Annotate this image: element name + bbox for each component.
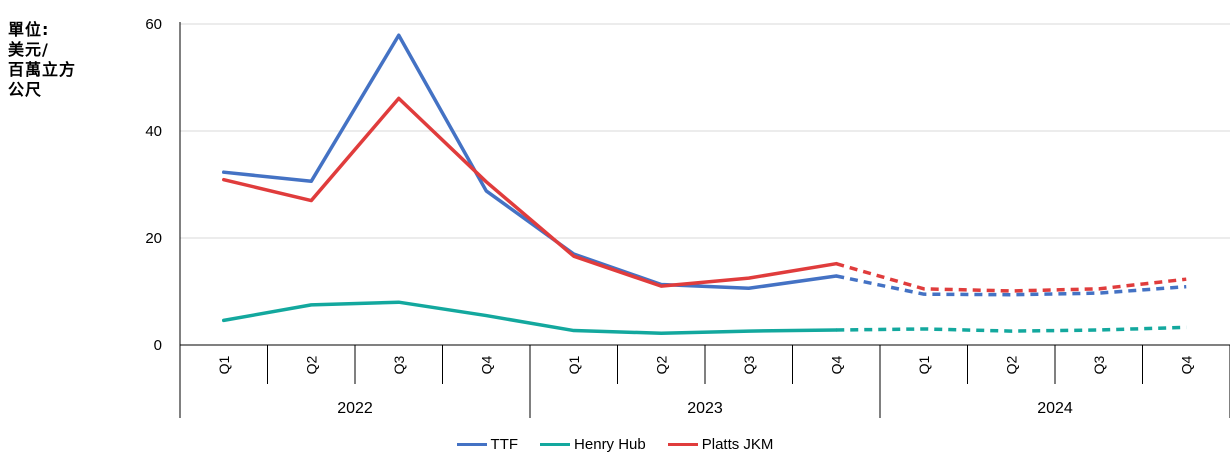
- legend-item: Henry Hub: [540, 436, 646, 453]
- x-tick-label: Q3: [391, 355, 407, 374]
- line-chart: 0 20 40 60 Q1 Q2 Q3 Q4 Q1 Q2 Q3 Q4 Q1 Q2 Q3 Q4 2022 2023 2…: [145, 16, 1230, 418]
- legend-swatch: [540, 443, 571, 446]
- year-label: 2024: [1037, 400, 1073, 417]
- series-forecast-line-henry-hub: [836, 325, 1187, 333]
- legend: TTF Henry Hub Platts JKM: [0, 436, 1230, 453]
- x-tick-label: Q1: [566, 355, 582, 374]
- year-label: 2023: [687, 400, 723, 417]
- series-forecast-line-platts-jkm: [835, 261, 1187, 293]
- series-forecast-line-ttf: [835, 274, 1187, 297]
- unit-label: 單位: 美元/ 百萬立方 公尺: [8, 20, 128, 100]
- x-tick-label: Q1: [916, 355, 932, 374]
- x-tick-label: Q2: [1003, 355, 1019, 374]
- legend-label: TTF: [490, 436, 519, 453]
- unit-line-4: 公尺: [8, 80, 43, 99]
- y-tick-label: 40: [145, 123, 162, 140]
- series-line-platts-jkm: [222, 96, 838, 288]
- y-tick-label: 60: [145, 16, 162, 33]
- legend-label: Platts JKM: [701, 436, 774, 453]
- legend-swatch: [456, 443, 487, 446]
- legend-swatch: [667, 443, 698, 446]
- x-tick-label: Q2: [653, 355, 669, 374]
- legend-item: TTF: [456, 436, 519, 453]
- x-tick-label: Q1: [216, 355, 232, 374]
- legend-item: Platts JKM: [667, 436, 774, 453]
- x-tick-label: Q2: [303, 355, 319, 374]
- year-label: 2022: [337, 400, 373, 417]
- unit-line-2: 美元/: [8, 40, 49, 59]
- unit-line-1: 單位:: [8, 20, 50, 39]
- y-tick-label: 20: [145, 230, 162, 247]
- legend-label: Henry Hub: [574, 436, 646, 453]
- y-tick-label: 0: [154, 337, 162, 354]
- x-tick-label: Q4: [478, 355, 494, 374]
- unit-line-3: 百萬立方: [8, 60, 77, 79]
- series-line-ttf: [222, 33, 838, 291]
- x-tick-label: Q3: [1091, 355, 1107, 374]
- x-tick-label: Q4: [828, 355, 844, 374]
- x-tick-label: Q3: [741, 355, 757, 374]
- series-line-henry-hub: [222, 300, 838, 335]
- x-tick-label: Q4: [1178, 355, 1194, 374]
